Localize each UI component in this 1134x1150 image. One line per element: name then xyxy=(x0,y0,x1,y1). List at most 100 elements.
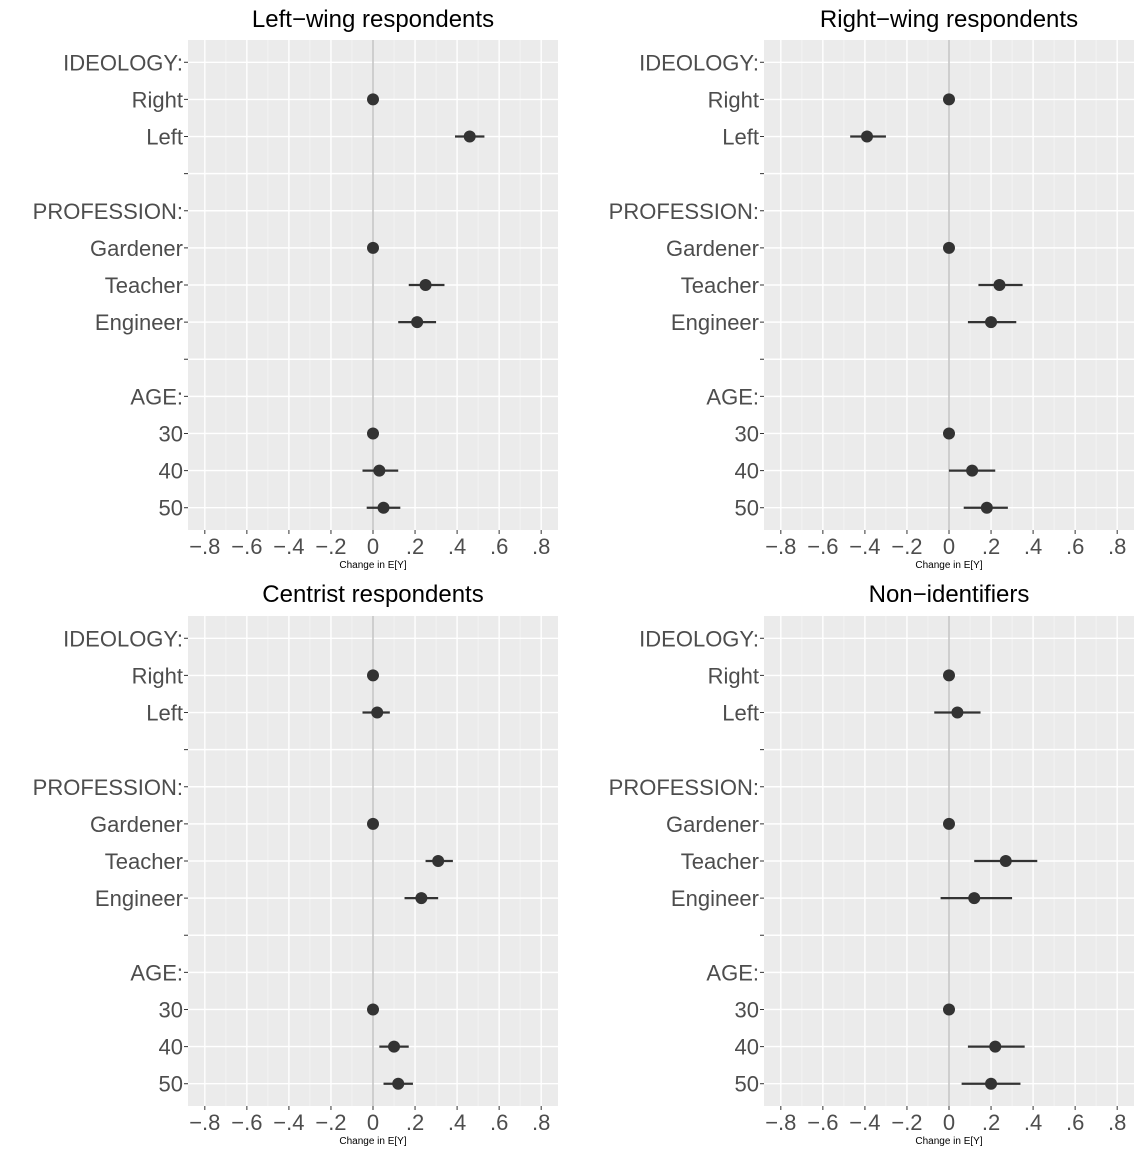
x-tick-label: .4 xyxy=(1024,1110,1042,1135)
group-header-label: IDEOLOGY: xyxy=(639,50,759,75)
chart-panel-2: IDEOLOGY: Right Left PROFESSION: Gardener Tea… xyxy=(609,6,1134,571)
x-tick-label: −.2 xyxy=(315,534,346,559)
y-tick-label: Engineer xyxy=(671,310,759,335)
y-tick-label: 50 xyxy=(159,496,183,521)
x-tick-label: −.8 xyxy=(189,1110,220,1135)
y-tick-label: Teacher xyxy=(105,849,183,874)
y-tick-label: 50 xyxy=(735,1072,759,1097)
y-tick-label: Left xyxy=(146,701,183,726)
x-tick-label: .8 xyxy=(1108,1110,1126,1135)
x-tick-label: −.4 xyxy=(849,534,880,559)
y-tick-label: Right xyxy=(708,663,759,688)
group-header-label: AGE: xyxy=(706,384,759,409)
point-estimate xyxy=(943,669,955,682)
group-header-label: PROFESSION: xyxy=(609,199,759,224)
y-tick-label: Right xyxy=(132,663,183,688)
y-tick-label: 40 xyxy=(735,1035,759,1060)
point-estimate xyxy=(377,501,390,514)
point-estimate xyxy=(951,706,964,719)
y-tick-label: 40 xyxy=(735,459,759,484)
x-tick-label: .6 xyxy=(490,1110,508,1135)
x-tick-label: −.4 xyxy=(273,1110,304,1135)
point-estimate xyxy=(415,892,428,905)
chart-title: Right−wing respondents xyxy=(820,6,1078,33)
chart-panel-3: IDEOLOGY: Right Left PROFESSION: Gardener Tea… xyxy=(33,581,558,1147)
y-tick-label: 30 xyxy=(735,997,759,1022)
point-estimate xyxy=(999,855,1012,867)
point-estimate xyxy=(943,1003,955,1016)
x-tick-label: .8 xyxy=(532,534,550,559)
x-axis-label: Change in E[Y] xyxy=(915,1136,982,1147)
y-tick-label: Left xyxy=(722,125,759,150)
point-estimate xyxy=(367,241,379,254)
point-estimate xyxy=(392,1077,405,1090)
y-tick-label: Left xyxy=(146,125,183,150)
x-tick-label: −.6 xyxy=(231,1110,262,1135)
x-tick-label: −.4 xyxy=(849,1110,880,1135)
y-tick-label: 40 xyxy=(159,1035,183,1060)
y-tick-label: Gardener xyxy=(666,812,759,837)
y-tick-label: 40 xyxy=(159,459,183,484)
group-header-label: IDEOLOGY: xyxy=(639,626,759,651)
group-header-label: PROFESSION: xyxy=(33,199,183,224)
x-tick-label: .2 xyxy=(982,534,1000,559)
group-header-label: IDEOLOGY: xyxy=(63,50,183,75)
x-tick-label: −.8 xyxy=(765,534,796,559)
chart-panel-4: IDEOLOGY: Right Left PROFESSION: Gardener Tea… xyxy=(609,581,1134,1147)
y-tick-label: 50 xyxy=(735,496,759,521)
x-tick-label: .4 xyxy=(448,1110,466,1135)
x-tick-label: 0 xyxy=(943,534,955,559)
x-axis-label: Change in E[Y] xyxy=(339,560,406,571)
chart-title: Left−wing respondents xyxy=(252,6,494,33)
point-estimate xyxy=(985,1077,998,1090)
point-estimate xyxy=(989,1040,1002,1053)
y-tick-label: Teacher xyxy=(681,273,759,298)
x-tick-label: −.8 xyxy=(189,534,220,559)
y-tick-label: Teacher xyxy=(681,849,759,874)
y-tick-label: Gardener xyxy=(90,236,183,261)
point-estimate xyxy=(371,706,384,719)
x-tick-label: −.2 xyxy=(891,1110,922,1135)
x-tick-label: 0 xyxy=(367,534,379,559)
y-tick-label: 30 xyxy=(735,421,759,446)
x-tick-label: .2 xyxy=(406,534,424,559)
y-tick-label: Gardener xyxy=(90,812,183,837)
y-tick-label: Teacher xyxy=(105,273,183,298)
point-estimate xyxy=(373,464,386,477)
point-estimate xyxy=(861,130,874,143)
group-header-label: AGE: xyxy=(130,384,183,409)
y-tick-label: 30 xyxy=(159,997,183,1022)
x-tick-label: .8 xyxy=(1108,534,1126,559)
point-estimate xyxy=(388,1040,401,1053)
x-tick-label: −.6 xyxy=(231,534,262,559)
y-tick-label: Gardener xyxy=(666,236,759,261)
x-tick-label: 0 xyxy=(943,1110,955,1135)
x-tick-label: −.8 xyxy=(765,1110,796,1135)
group-header-label: PROFESSION: xyxy=(609,775,759,800)
point-estimate xyxy=(943,427,955,440)
chart-panel-1: IDEOLOGY: Right Left PROFESSION: Gardener Tea… xyxy=(33,6,558,571)
x-tick-label: .6 xyxy=(1066,1110,1084,1135)
chart-title: Centrist respondents xyxy=(262,581,483,608)
y-tick-label: Right xyxy=(708,87,759,112)
point-estimate xyxy=(367,669,379,682)
y-tick-label: 30 xyxy=(159,421,183,446)
point-estimate xyxy=(432,855,445,867)
point-estimate xyxy=(367,817,379,830)
chart-title: Non−identifiers xyxy=(869,581,1030,608)
y-tick-label: Right xyxy=(132,87,183,112)
x-tick-label: .2 xyxy=(406,1110,424,1135)
group-header-label: IDEOLOGY: xyxy=(63,626,183,651)
point-estimate xyxy=(943,93,955,106)
x-tick-label: .6 xyxy=(490,534,508,559)
point-estimate xyxy=(419,279,432,291)
x-axis-label: Change in E[Y] xyxy=(915,560,982,571)
point-estimate xyxy=(968,892,981,905)
y-tick-label: Engineer xyxy=(95,886,183,911)
x-axis-label: Change in E[Y] xyxy=(339,1136,406,1147)
point-estimate xyxy=(943,241,955,254)
point-estimate xyxy=(367,93,379,106)
point-estimate xyxy=(463,130,476,143)
x-tick-label: .2 xyxy=(982,1110,1000,1135)
